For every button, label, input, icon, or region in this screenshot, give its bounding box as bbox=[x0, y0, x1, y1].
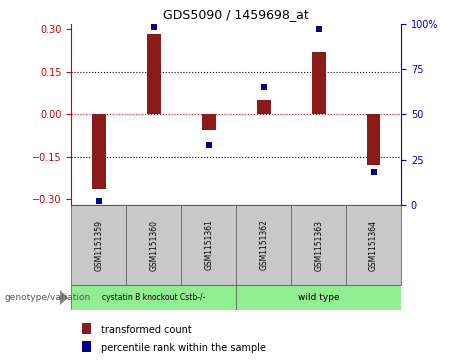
Bar bbox=[312, 52, 325, 114]
Text: GSM1151362: GSM1151362 bbox=[259, 220, 268, 270]
Text: GSM1151363: GSM1151363 bbox=[314, 220, 323, 270]
Bar bbox=[202, 114, 216, 130]
Bar bbox=[126, 205, 181, 285]
Bar bbox=[92, 114, 106, 189]
Bar bbox=[236, 285, 401, 310]
Text: percentile rank within the sample: percentile rank within the sample bbox=[101, 343, 266, 354]
Bar bbox=[181, 205, 236, 285]
Bar bbox=[82, 323, 91, 334]
Bar bbox=[346, 205, 401, 285]
Bar bbox=[82, 341, 91, 352]
Bar bbox=[291, 205, 346, 285]
Bar bbox=[257, 100, 271, 114]
Bar bbox=[147, 33, 161, 114]
Bar bbox=[236, 205, 291, 285]
Text: transformed count: transformed count bbox=[101, 325, 192, 335]
Text: GSM1151360: GSM1151360 bbox=[149, 220, 159, 270]
Title: GDS5090 / 1459698_at: GDS5090 / 1459698_at bbox=[163, 8, 309, 21]
Bar bbox=[71, 285, 236, 310]
Text: wild type: wild type bbox=[298, 293, 339, 302]
Text: genotype/variation: genotype/variation bbox=[5, 293, 91, 302]
Text: cystatin B knockout Cstb-/-: cystatin B knockout Cstb-/- bbox=[102, 293, 206, 302]
Text: GSM1151359: GSM1151359 bbox=[95, 220, 103, 270]
Bar bbox=[367, 114, 380, 166]
Bar bbox=[71, 205, 126, 285]
Polygon shape bbox=[60, 290, 68, 305]
Text: GSM1151361: GSM1151361 bbox=[204, 220, 213, 270]
Text: GSM1151364: GSM1151364 bbox=[369, 220, 378, 270]
